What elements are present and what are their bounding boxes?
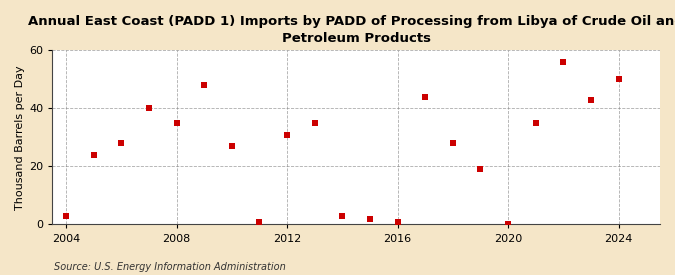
Title: Annual East Coast (PADD 1) Imports by PADD of Processing from Libya of Crude Oil: Annual East Coast (PADD 1) Imports by PA… [28,15,675,45]
Point [392,219,403,224]
Point [420,95,431,99]
Point [61,214,72,218]
Point [281,132,292,137]
Point [171,121,182,125]
Point [558,60,569,64]
Point [475,167,486,172]
Point [88,153,99,157]
Text: Source: U.S. Energy Information Administration: Source: U.S. Energy Information Administ… [54,262,286,272]
Point [144,106,155,111]
Point [226,144,237,148]
Point [531,121,541,125]
Point [309,121,320,125]
Point [199,83,210,87]
Point [503,222,514,227]
Point [364,216,375,221]
Point [254,219,265,224]
Point [116,141,127,145]
Point [337,214,348,218]
Point [585,97,596,102]
Point [613,77,624,82]
Y-axis label: Thousand Barrels per Day: Thousand Barrels per Day [15,65,25,210]
Point [448,141,458,145]
